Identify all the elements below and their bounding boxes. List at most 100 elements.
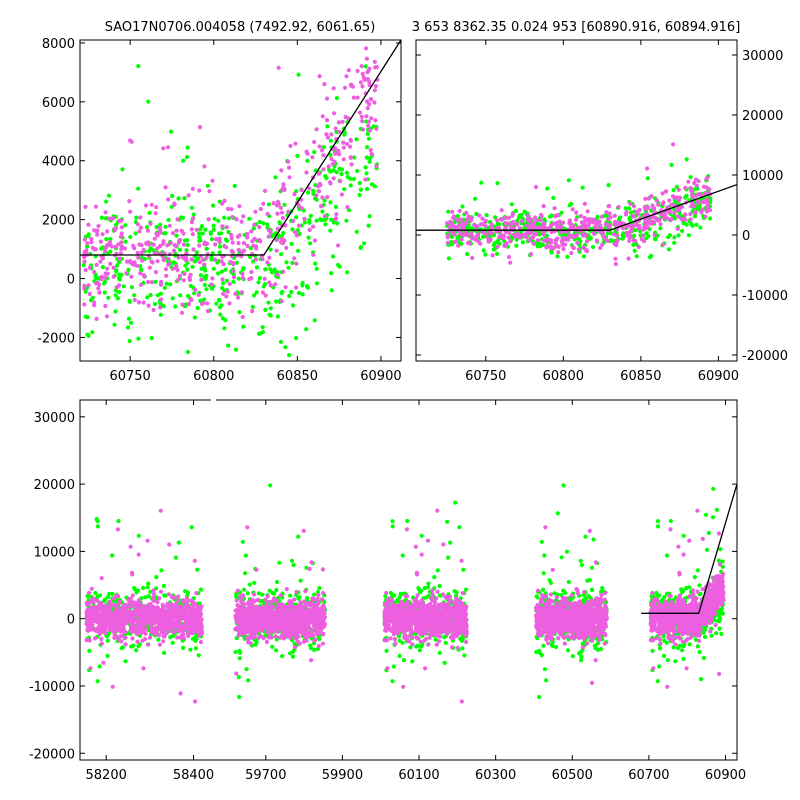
data-point xyxy=(339,171,344,177)
data-point xyxy=(108,243,113,248)
data-point xyxy=(97,290,102,295)
data-point xyxy=(525,217,530,222)
data-point xyxy=(274,587,279,593)
data-point xyxy=(123,615,128,620)
panel-top-left: SAO17N0706.004058 (7492.92, 6061.65) -20… xyxy=(37,20,401,384)
data-point xyxy=(253,209,258,214)
data-point xyxy=(280,187,285,192)
data-point xyxy=(258,206,263,212)
data-point xyxy=(106,193,112,198)
data-point xyxy=(167,223,172,228)
data-point xyxy=(290,654,296,659)
data-point xyxy=(311,188,316,193)
data-point xyxy=(278,339,283,344)
data-point xyxy=(455,214,460,219)
data-point xyxy=(245,235,250,240)
data-point xyxy=(267,588,272,593)
data-point xyxy=(680,204,685,209)
data-point xyxy=(300,608,305,613)
data-point xyxy=(301,528,306,534)
data-point xyxy=(113,309,118,314)
data-point xyxy=(453,224,458,229)
data-point xyxy=(252,580,257,586)
data-point xyxy=(136,626,141,631)
data-point xyxy=(280,628,285,634)
data-point xyxy=(345,270,350,275)
data-point xyxy=(112,611,117,616)
data-point xyxy=(298,578,303,583)
data-point xyxy=(507,230,512,235)
data-point xyxy=(250,304,255,309)
data-point xyxy=(570,233,575,238)
data-point xyxy=(637,225,642,230)
data-point xyxy=(100,605,105,610)
data-point xyxy=(258,331,263,336)
data-point xyxy=(244,610,249,616)
data-point xyxy=(237,204,242,209)
data-point xyxy=(171,630,176,635)
data-point xyxy=(708,216,713,221)
data-point xyxy=(176,540,181,545)
data-point xyxy=(84,622,89,627)
data-point xyxy=(584,239,590,244)
data-point xyxy=(254,246,259,251)
data-point xyxy=(588,218,593,223)
data-point xyxy=(154,225,159,230)
data-point xyxy=(130,593,135,598)
data-point xyxy=(242,621,247,627)
data-point xyxy=(515,231,521,236)
data-point xyxy=(189,227,194,232)
data-point xyxy=(151,307,156,313)
data-point xyxy=(517,235,522,240)
data-point xyxy=(329,132,334,137)
data-point xyxy=(215,260,220,265)
data-point xyxy=(136,613,141,618)
data-point xyxy=(597,219,602,224)
data-point xyxy=(270,644,275,649)
data-point xyxy=(280,289,285,294)
data-point xyxy=(110,591,115,596)
data-point xyxy=(442,660,447,666)
data-point xyxy=(189,257,194,262)
data-point xyxy=(86,222,91,227)
data-point xyxy=(99,637,104,642)
data-point xyxy=(235,234,240,239)
data-point xyxy=(82,302,87,307)
data-point xyxy=(480,216,485,221)
data-point xyxy=(135,250,140,255)
data-point xyxy=(265,211,270,216)
data-point xyxy=(197,125,203,130)
data-point xyxy=(209,257,214,262)
data-point xyxy=(191,216,196,221)
data-point xyxy=(676,233,681,238)
data-point xyxy=(178,609,183,615)
data-point xyxy=(288,630,294,635)
data-point xyxy=(235,603,240,608)
data-point xyxy=(117,289,122,295)
data-point xyxy=(302,216,307,221)
data-point xyxy=(123,223,128,228)
data-point xyxy=(272,267,277,272)
data-point xyxy=(199,617,204,622)
data-point xyxy=(653,237,658,242)
x-tick-label: 60900 xyxy=(698,369,739,384)
data-point xyxy=(614,238,620,243)
data-point xyxy=(365,70,370,75)
y-tick-label: 2000 xyxy=(42,214,75,229)
data-point xyxy=(154,231,159,236)
data-point xyxy=(189,205,194,210)
data-point xyxy=(266,635,271,640)
data-point xyxy=(287,353,292,358)
data-point xyxy=(198,613,203,618)
data-point xyxy=(102,279,108,284)
data-point xyxy=(684,157,689,162)
data-point xyxy=(234,217,239,222)
data-point xyxy=(82,237,87,242)
data-point xyxy=(216,218,221,223)
data-point xyxy=(348,138,353,143)
data-point xyxy=(581,233,586,238)
data-point xyxy=(249,604,254,609)
data-point xyxy=(460,646,465,651)
data-point xyxy=(166,217,171,223)
data-point xyxy=(267,255,272,260)
